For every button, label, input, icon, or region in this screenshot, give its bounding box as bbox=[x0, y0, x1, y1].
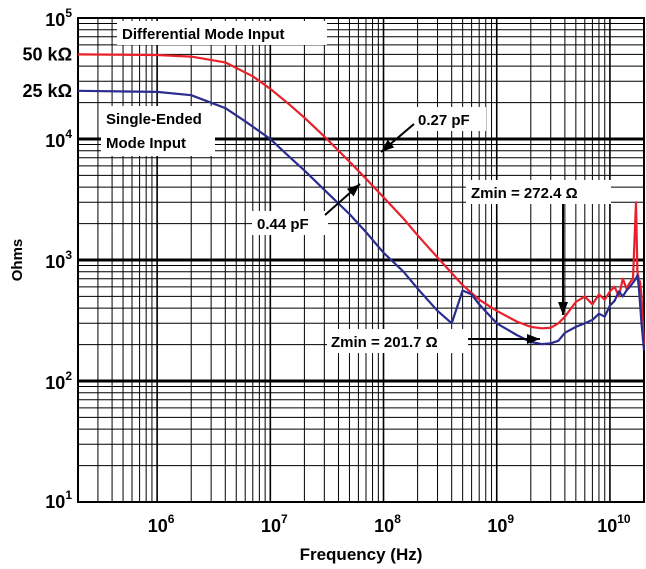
label-single-ended-1: Single-Ended bbox=[106, 111, 202, 128]
y-extra-tick-label: 50 kΩ bbox=[23, 44, 72, 64]
label-box-044pf bbox=[252, 211, 328, 235]
y-tick-label: 101 bbox=[45, 488, 72, 512]
label-zmin-201: Zmin = 201.7 Ω bbox=[331, 334, 438, 351]
arrow-044pf-head bbox=[346, 184, 360, 197]
label-single-ended-2: Mode Input bbox=[106, 135, 186, 152]
label-differential: Differential Mode Input bbox=[122, 26, 285, 43]
y-tick-label: 104 bbox=[45, 127, 72, 151]
plot-frame bbox=[77, 17, 645, 503]
arrow-zmin-272-head bbox=[558, 302, 568, 315]
annotations: Differential Mode Input Single-Ended Mode … bbox=[101, 21, 611, 353]
label-044pf: 0.44 pF bbox=[257, 216, 309, 233]
x-tick-label: 107 bbox=[261, 512, 288, 536]
label-box-027pf bbox=[414, 107, 486, 131]
y-tick-label: 105 bbox=[45, 6, 72, 30]
y-axis-title: Ohms bbox=[9, 239, 26, 282]
y-tick-label: 103 bbox=[45, 248, 72, 272]
series-line-0 bbox=[77, 53, 646, 345]
x-axis-title: Frequency (Hz) bbox=[300, 545, 423, 564]
grid bbox=[78, 18, 644, 502]
label-027pf: 0.27 pF bbox=[418, 112, 470, 129]
label-box-single-ended bbox=[101, 106, 215, 156]
label-box-differential bbox=[117, 21, 327, 45]
y-tick-label: 102 bbox=[45, 369, 72, 393]
tick-labels: 106 107 108 109 1010 101 102 103 104 105 50 kΩ 25 k… bbox=[23, 6, 631, 536]
label-zmin-272: Zmin = 272.4 Ω bbox=[471, 185, 578, 202]
label-box-zmin-201 bbox=[327, 329, 468, 353]
arrow-027pf-head bbox=[381, 139, 395, 152]
x-tick-label: 1010 bbox=[597, 512, 631, 536]
x-tick-label: 108 bbox=[374, 512, 401, 536]
label-box-zmin-272 bbox=[466, 180, 611, 204]
arrow-zmin-201-head bbox=[527, 334, 540, 344]
x-tick-label: 106 bbox=[148, 512, 175, 536]
y-extra-tick-label: 25 kΩ bbox=[23, 81, 72, 101]
x-tick-label: 109 bbox=[487, 512, 514, 536]
